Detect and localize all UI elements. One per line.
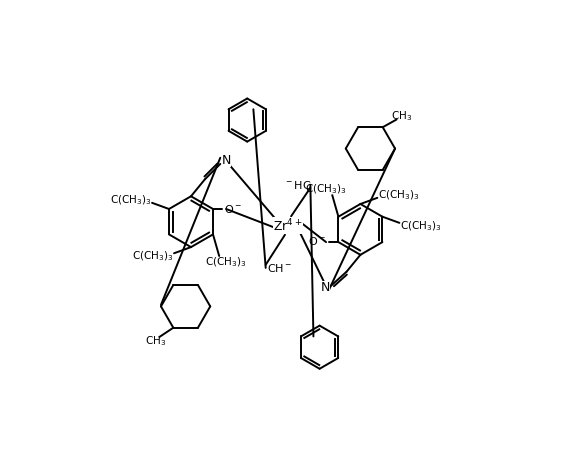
Text: C(CH$_3$)$_3$: C(CH$_3$)$_3$ bbox=[205, 255, 246, 269]
Text: C(CH$_3$)$_3$: C(CH$_3$)$_3$ bbox=[400, 219, 442, 233]
Text: Zr$^{4+}$: Zr$^{4+}$ bbox=[273, 217, 303, 234]
Text: CH$^-$: CH$^-$ bbox=[267, 262, 292, 274]
Text: N: N bbox=[222, 154, 231, 167]
Text: O$^-$: O$^-$ bbox=[224, 203, 242, 215]
Text: C(CH$_3$)$_3$: C(CH$_3$)$_3$ bbox=[378, 188, 420, 202]
Text: C(CH$_3$)$_3$: C(CH$_3$)$_3$ bbox=[132, 249, 173, 263]
Text: O$^-$: O$^-$ bbox=[308, 235, 326, 247]
Text: CH$_3$: CH$_3$ bbox=[391, 109, 412, 122]
Text: $^-$HC: $^-$HC bbox=[284, 179, 312, 191]
Text: N: N bbox=[320, 281, 330, 293]
Text: CH$_3$: CH$_3$ bbox=[145, 335, 166, 349]
Text: C(CH$_3$)$_3$: C(CH$_3$)$_3$ bbox=[110, 193, 151, 207]
Text: C(CH$_3$)$_3$: C(CH$_3$)$_3$ bbox=[305, 182, 347, 196]
